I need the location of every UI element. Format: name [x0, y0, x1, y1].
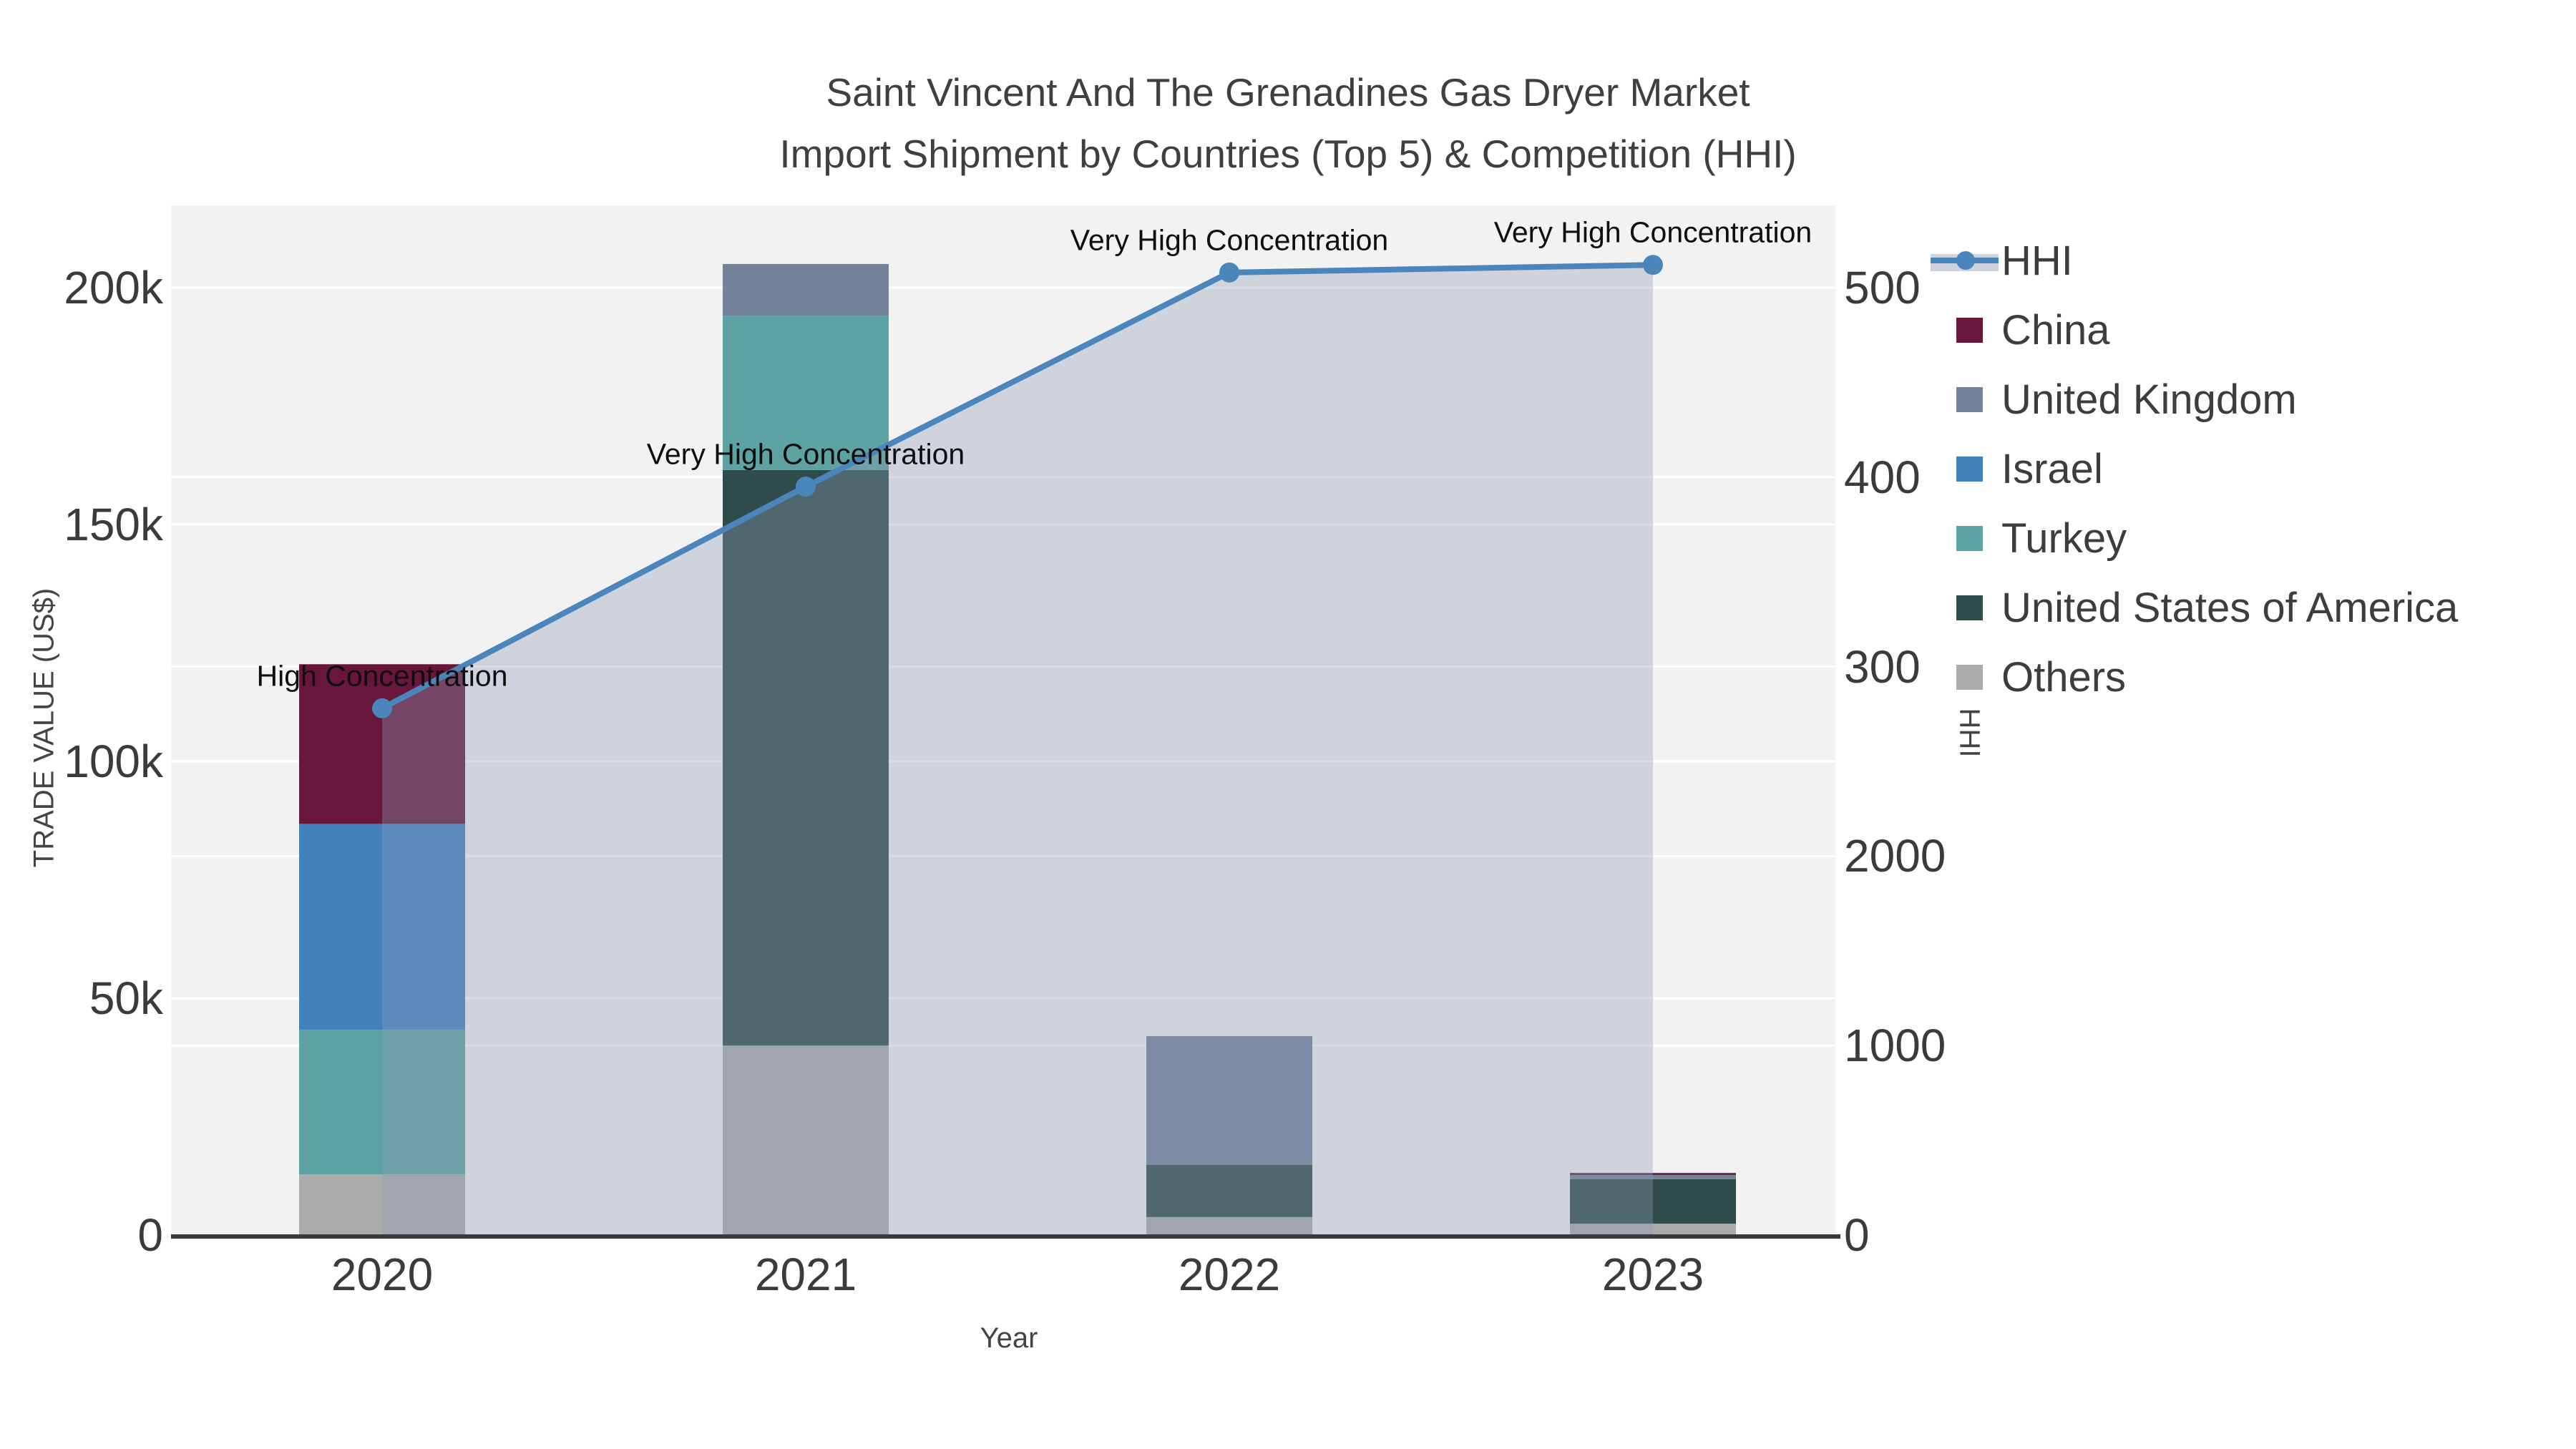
color-swatch-icon — [1956, 318, 1983, 343]
bar-segment-2021-others[interactable] — [723, 1045, 889, 1235]
chart-title-line2: Import Shipment by Countries (Top 5) & C… — [779, 132, 1797, 176]
x-tick-2022: 2022 — [1178, 1249, 1281, 1300]
legend-item-israel[interactable]: Israel — [1931, 434, 2458, 504]
x-tick-2020: 2020 — [331, 1249, 434, 1300]
bar-segment-2021-united-states-of-america[interactable] — [723, 469, 889, 1046]
chart-title-line1: Saint Vincent And The Grenadines Gas Dry… — [826, 70, 1750, 114]
y-left-tick-150k: 150k — [64, 499, 163, 550]
hhi-line-icon — [1931, 248, 1999, 273]
bar-segment-2021-turkey[interactable] — [723, 316, 889, 470]
y-right-tick-400: 400 — [1844, 451, 1921, 503]
legend-item-others[interactable]: Others — [1931, 643, 2458, 712]
legend-item-turkey[interactable]: Turkey — [1931, 504, 2458, 573]
y-right-tick-1000: 1000 — [1844, 1020, 1946, 1072]
bar-segment-2023-united-states-of-america[interactable] — [1570, 1179, 1736, 1224]
hhi-area-fill — [382, 265, 1653, 1235]
color-swatch-icon — [1956, 595, 1983, 620]
y-right-axis-title: HHI — [1953, 708, 1986, 758]
hhi-marker-2020[interactable] — [372, 698, 392, 718]
y-right-tick-300: 300 — [1844, 640, 1921, 693]
y-right-tick-500: 500 — [1844, 262, 1921, 313]
legend-item-china[interactable]: China — [1931, 296, 2458, 365]
hhi-marker-2021[interactable] — [796, 477, 816, 497]
legend-label: China — [2001, 307, 2110, 353]
x-axis-title: Year — [980, 1322, 1038, 1354]
annotation-2021: Very High Concentration — [646, 437, 965, 471]
bar-segment-2023-united-kingdom[interactable] — [1570, 1174, 1736, 1179]
annotation-2020: High Concentration — [256, 659, 508, 693]
legend: HHI China United Kingdom Israel Turkey United… — [1931, 226, 2458, 712]
y-left-axis-title: TRADE VALUE (US$) — [28, 587, 60, 868]
legend-item-united-states-of-america[interactable]: United States of America — [1931, 573, 2458, 643]
color-swatch-icon — [1956, 457, 1983, 482]
hhi-line — [381, 262, 1654, 711]
x-tick-2021: 2021 — [754, 1249, 857, 1300]
bar-segment-2020-others[interactable] — [299, 1174, 465, 1235]
hhi-marker-2022[interactable] — [1219, 262, 1239, 283]
y-right-tick-0: 0 — [1844, 1209, 1870, 1261]
y-left-tick-100k: 100k — [64, 736, 163, 787]
bar-segment-2022-others[interactable] — [1146, 1216, 1312, 1235]
bar-segment-2020-israel[interactable] — [299, 824, 465, 1030]
bar-segment-2022-united-kingdom[interactable] — [1146, 1035, 1312, 1166]
color-swatch-icon — [1956, 526, 1983, 551]
y-left-tick-0: 0 — [137, 1209, 163, 1261]
x-tick-2023: 2023 — [1601, 1249, 1704, 1300]
bar-segment-2022-united-states-of-america[interactable] — [1146, 1165, 1312, 1217]
y-left-tick-200k: 200k — [64, 262, 163, 313]
color-swatch-icon — [1956, 387, 1983, 412]
bar-segment-2020-china[interactable] — [299, 664, 465, 824]
y-right-tick-2000: 2000 — [1844, 830, 1946, 882]
bar-segment-2023-others[interactable] — [1570, 1224, 1736, 1235]
legend-label: Turkey — [2001, 515, 2127, 562]
legend-item-united-kingdom[interactable]: United Kingdom — [1931, 365, 2458, 434]
annotation-2022: Very High Concentration — [1070, 223, 1389, 257]
color-swatch-icon — [1956, 665, 1983, 690]
bar-segment-2021-united-kingdom[interactable] — [723, 263, 889, 316]
legend-label: HHI — [2001, 238, 2073, 284]
legend-item-hhi[interactable]: HHI — [1931, 226, 2458, 296]
annotation-2023: Very High Concentration — [1493, 215, 1813, 249]
bar-segment-2023-china[interactable] — [1570, 1173, 1736, 1175]
y-left-tick-50k: 50k — [89, 972, 163, 1024]
bar-segment-2020-turkey[interactable] — [299, 1030, 465, 1175]
hhi-marker-2023[interactable] — [1643, 255, 1663, 275]
legend-label: Israel — [2001, 446, 2103, 492]
legend-label: United States of America — [2001, 585, 2459, 631]
legend-label: United Kingdom — [2001, 376, 2297, 423]
legend-label: Others — [2001, 654, 2127, 701]
